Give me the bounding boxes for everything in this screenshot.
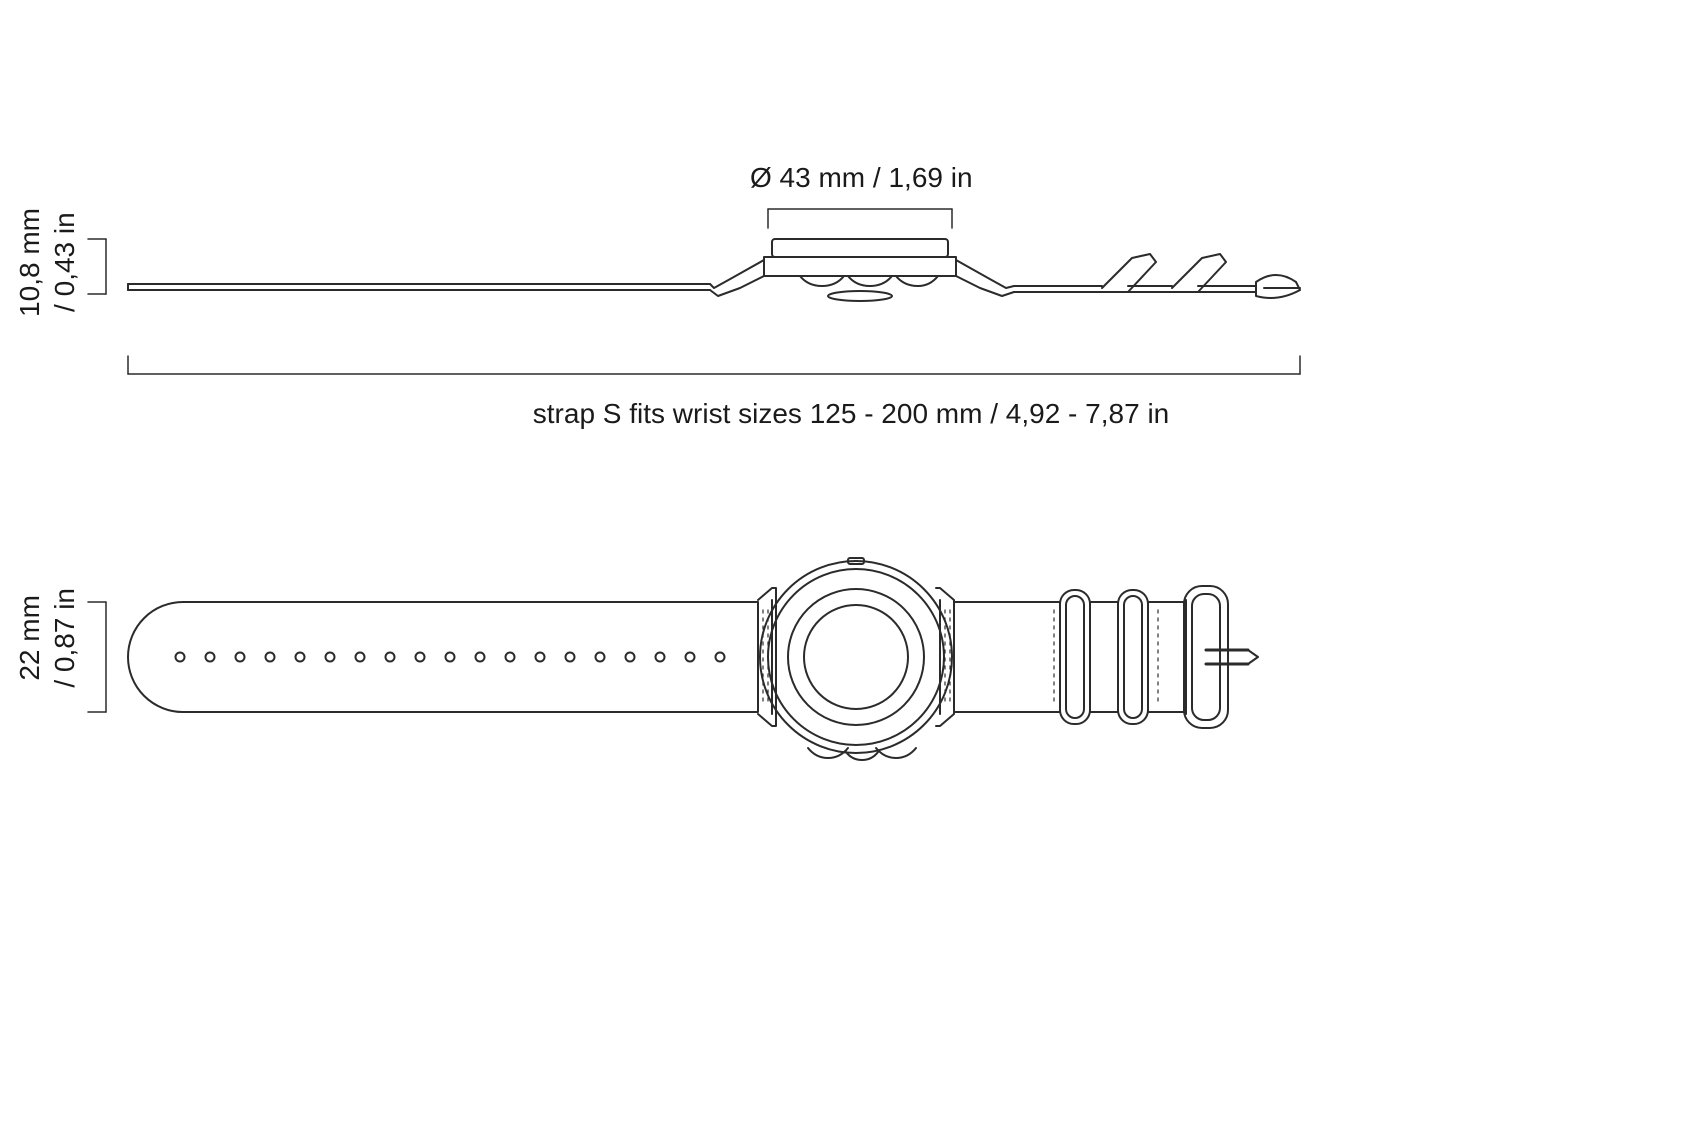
top-strap-holes xyxy=(176,653,725,662)
technical-drawing-svg xyxy=(0,0,1702,1135)
side-strap-between-keepers xyxy=(1128,286,1172,292)
side-strap-right xyxy=(1014,286,1102,292)
side-watch-case xyxy=(710,239,1014,301)
top-buckle xyxy=(1184,586,1258,728)
side-view xyxy=(88,209,1300,374)
top-strap-between-keepers xyxy=(1090,602,1118,712)
strap-width-dimension-bracket xyxy=(88,602,106,712)
side-strap-to-buckle xyxy=(1198,286,1256,292)
diameter-dimension-bracket xyxy=(768,209,952,228)
strap-length-dimension-bracket xyxy=(128,356,1300,374)
diagram-canvas: Ø 43 mm / 1,69 in 10,8 mm / 0,43 in stra… xyxy=(0,0,1702,1135)
side-strap xyxy=(128,284,710,290)
top-keeper-2 xyxy=(1118,590,1148,724)
side-buckle xyxy=(1256,275,1300,298)
top-watch-case xyxy=(760,558,952,760)
top-strap-right-section xyxy=(954,602,1060,712)
top-keeper-1 xyxy=(1054,590,1090,724)
top-strap-to-buckle xyxy=(1148,602,1184,712)
top-view xyxy=(88,558,1258,760)
thickness-dimension-bracket xyxy=(88,239,106,294)
